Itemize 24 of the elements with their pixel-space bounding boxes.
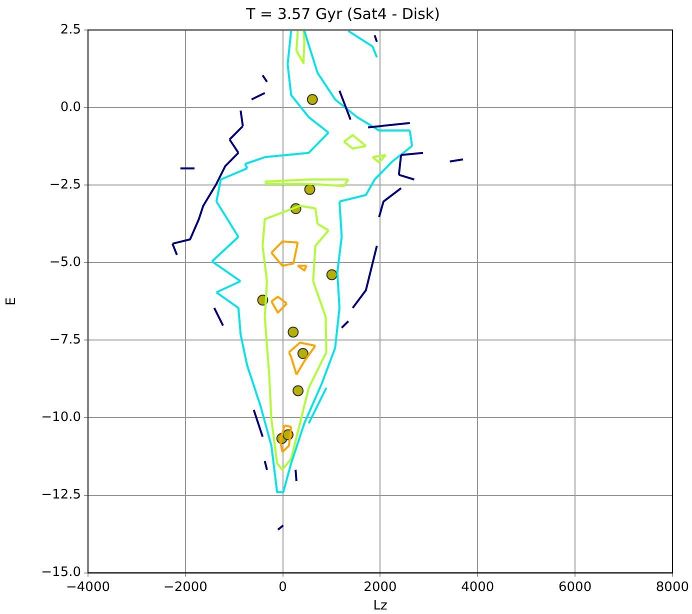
point bbox=[292, 385, 304, 396]
x-tick-label: 6000 bbox=[558, 580, 592, 595]
point bbox=[297, 348, 308, 360]
y-tick-label: −2.5 bbox=[49, 177, 81, 192]
y-tick-label: −5.0 bbox=[49, 255, 81, 270]
x-tick-label: 0 bbox=[278, 580, 287, 595]
point bbox=[306, 94, 318, 105]
y-axis-title: E bbox=[4, 297, 20, 306]
y-tick-label: −12.5 bbox=[41, 488, 81, 503]
chart-title: T = 3.57 Gyr (Sat4 - Disk) bbox=[245, 4, 440, 23]
x-tick-label: 4000 bbox=[461, 580, 494, 595]
point bbox=[288, 326, 299, 338]
y-tick-label: −15.0 bbox=[41, 565, 81, 580]
point bbox=[326, 269, 338, 280]
y-tick-label: 2.5 bbox=[60, 22, 81, 38]
x-tick-label: −4000 bbox=[66, 580, 110, 595]
point bbox=[304, 184, 316, 195]
y-tick-label: −10.0 bbox=[41, 410, 81, 426]
y-tick-label: 0.0 bbox=[60, 100, 81, 115]
x-tick-label: −2000 bbox=[163, 580, 208, 595]
x-tick-label: 2000 bbox=[364, 580, 397, 595]
x-tick-label: 8000 bbox=[656, 580, 690, 595]
y-tick-label: −7.5 bbox=[49, 332, 81, 348]
x-axis-title: Lz bbox=[373, 598, 388, 614]
